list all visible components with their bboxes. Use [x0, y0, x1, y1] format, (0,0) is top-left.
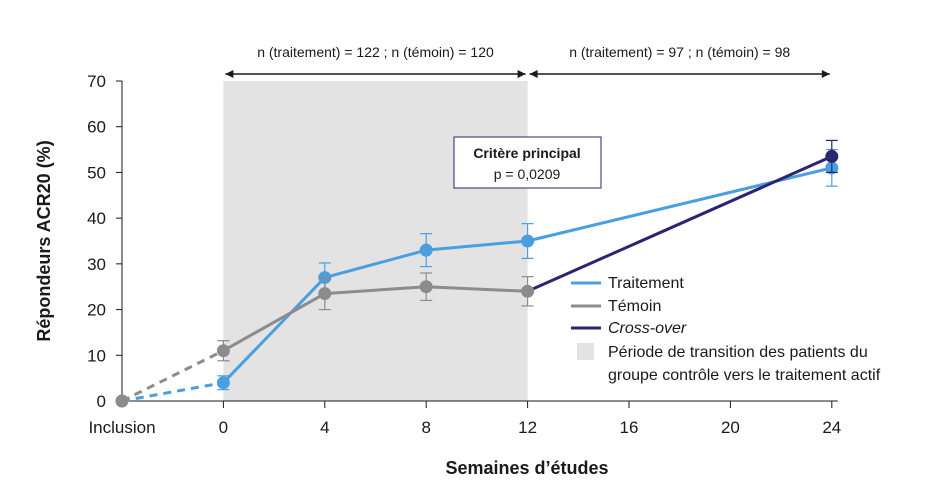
x-tick-label: 12: [518, 418, 537, 437]
series-2-point: [825, 149, 839, 163]
legend-crossover-label: Cross-over: [608, 320, 687, 337]
x-axis-title: Semaines d’études: [445, 458, 608, 478]
period2-arrow-head-left: [529, 70, 538, 78]
primary-endpoint-box: [453, 136, 602, 189]
x-tick-label: 20: [721, 418, 740, 437]
series-0-segment: [324, 248, 427, 280]
series-1-segment: [121, 349, 225, 403]
legend-traitement-label: Traitement: [608, 275, 684, 292]
period1-arrow-head-right: [517, 70, 526, 78]
chart-marks: 0 10 20 30 40 50 60 70 Inclusion 0 4 8 12 16 20 24: [87, 70, 841, 437]
period2-annotation: n (traitement) = 97 ; n (témoin) = 98: [569, 44, 790, 60]
x-tick-label: 8: [421, 418, 430, 437]
y-tick-label: 30: [87, 255, 106, 274]
transition-period-shade: [223, 81, 528, 401]
series-1-point: [521, 284, 535, 298]
primary-endpoint-pvalue: p = 0,0209: [494, 166, 561, 182]
series-1-point: [419, 280, 433, 294]
series-0-segment: [426, 239, 528, 252]
y-tick-label: 70: [87, 72, 106, 91]
legend-transition-label-line2: groupe contrôle vers le traitement actif: [608, 367, 881, 384]
x-tick-label: Inclusion: [88, 418, 155, 437]
series-0-point: [419, 243, 433, 257]
series-0-point: [521, 234, 535, 248]
period1-annotation: n (traitement) = 122 ; n (témoin) = 120: [257, 44, 494, 60]
legend-transition-label-line1: Période de transition des patients du: [608, 344, 868, 361]
series-2-segment: [526, 155, 833, 293]
primary-endpoint-title: Critère principal: [473, 145, 580, 161]
x-tick-label: 24: [822, 418, 841, 437]
series-1-segment: [222, 292, 326, 353]
series-0-segment: [121, 381, 224, 403]
y-tick-label: 0: [97, 392, 106, 411]
series-0-segment: [222, 276, 326, 384]
y-tick-label: 60: [87, 118, 106, 137]
period2-arrow-head-right: [821, 70, 830, 78]
x-tick-label: 0: [219, 418, 228, 437]
x-tick-label: 4: [320, 418, 329, 437]
period1-arrow-head-left: [225, 70, 234, 78]
x-tick-label: 16: [620, 418, 639, 437]
legend: Traitement Témoin Cross-over Période de …: [571, 275, 881, 384]
y-tick-label: 50: [87, 163, 106, 182]
y-axis-title: Répondeurs ACR20 (%): [34, 140, 54, 341]
series-1-segment: [426, 285, 528, 293]
y-tick-label: 10: [87, 346, 106, 365]
y-tick-label: 40: [87, 209, 106, 228]
series-0-point: [216, 376, 230, 390]
series-1-segment: [324, 285, 427, 296]
legend-temoin-label: Témoin: [608, 298, 661, 315]
series-1-point: [115, 394, 129, 408]
series-1-point: [216, 344, 230, 358]
y-tick-label: 20: [87, 301, 106, 320]
series-1-point: [318, 287, 332, 301]
legend-transition-swatch: [577, 343, 594, 360]
